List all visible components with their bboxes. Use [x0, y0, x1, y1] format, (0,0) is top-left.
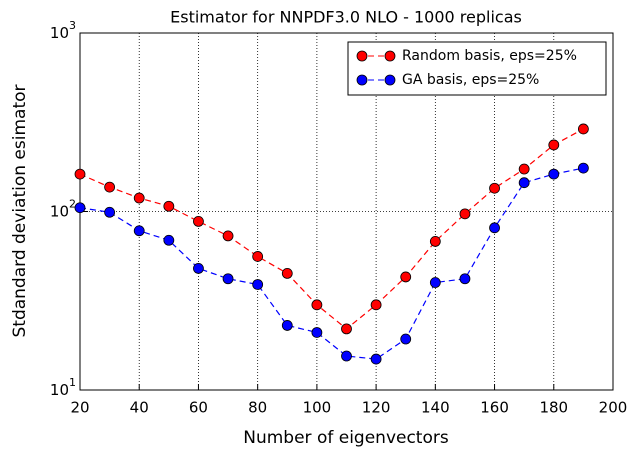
point: [193, 262, 204, 274]
point: [370, 299, 382, 311]
chart-title: Estimator for NNPDF3.0 NLO - 1000 replic…: [170, 8, 522, 27]
point: [489, 182, 500, 194]
y-tick-label: 102: [50, 198, 76, 221]
point: [104, 181, 116, 193]
point: [518, 177, 530, 189]
point: [133, 192, 145, 204]
x-tick-label: 100: [303, 399, 332, 417]
point: [548, 139, 560, 151]
point: [222, 273, 234, 285]
x-tick-label: 160: [480, 399, 509, 417]
point: [459, 273, 471, 285]
point: [193, 216, 204, 227]
point: [104, 206, 116, 218]
point: [548, 168, 560, 180]
point: [577, 123, 589, 135]
y-tick-label: 103: [50, 19, 76, 42]
y-tick-label: 101: [50, 376, 76, 399]
point: [74, 202, 86, 214]
point: [429, 235, 441, 247]
point: [311, 327, 323, 338]
point: [311, 299, 323, 311]
point: [489, 222, 500, 234]
point: [370, 353, 382, 365]
point: [163, 200, 175, 212]
x-tick-label: 80: [248, 399, 267, 417]
x-tick-label: 120: [362, 399, 391, 417]
y-axis-label: Stdandard deviation esimator: [10, 84, 30, 337]
point: [252, 279, 264, 290]
point: [281, 320, 293, 331]
point: [341, 350, 352, 362]
point: [281, 268, 293, 279]
point: [222, 230, 234, 242]
x-tick-label: 180: [539, 399, 568, 417]
point: [400, 333, 412, 345]
legend-label: Random basis, eps=25%: [402, 48, 577, 64]
point: [341, 323, 352, 335]
x-tick-label: 60: [189, 399, 208, 417]
point: [577, 162, 589, 174]
legend-marker: [384, 50, 396, 62]
legend-marker: [356, 50, 368, 62]
legend-marker: [384, 74, 396, 86]
series-line: [79, 128, 584, 330]
x-tick-label: 140: [421, 399, 450, 417]
x-tick-label: 200: [599, 399, 628, 417]
point: [74, 168, 86, 180]
point: [252, 251, 264, 262]
point: [133, 225, 145, 237]
x-tick-label: 20: [70, 399, 89, 417]
point: [163, 234, 175, 246]
point: [400, 271, 412, 283]
legend-label: GA basis, eps=25%: [402, 72, 539, 88]
point: [459, 208, 471, 220]
series-line: [79, 167, 584, 360]
point: [518, 163, 530, 175]
point: [429, 277, 441, 288]
x-axis-label: Number of eigenvectors: [243, 428, 449, 448]
x-tick-label: 40: [130, 399, 149, 417]
legend-marker: [356, 74, 368, 86]
